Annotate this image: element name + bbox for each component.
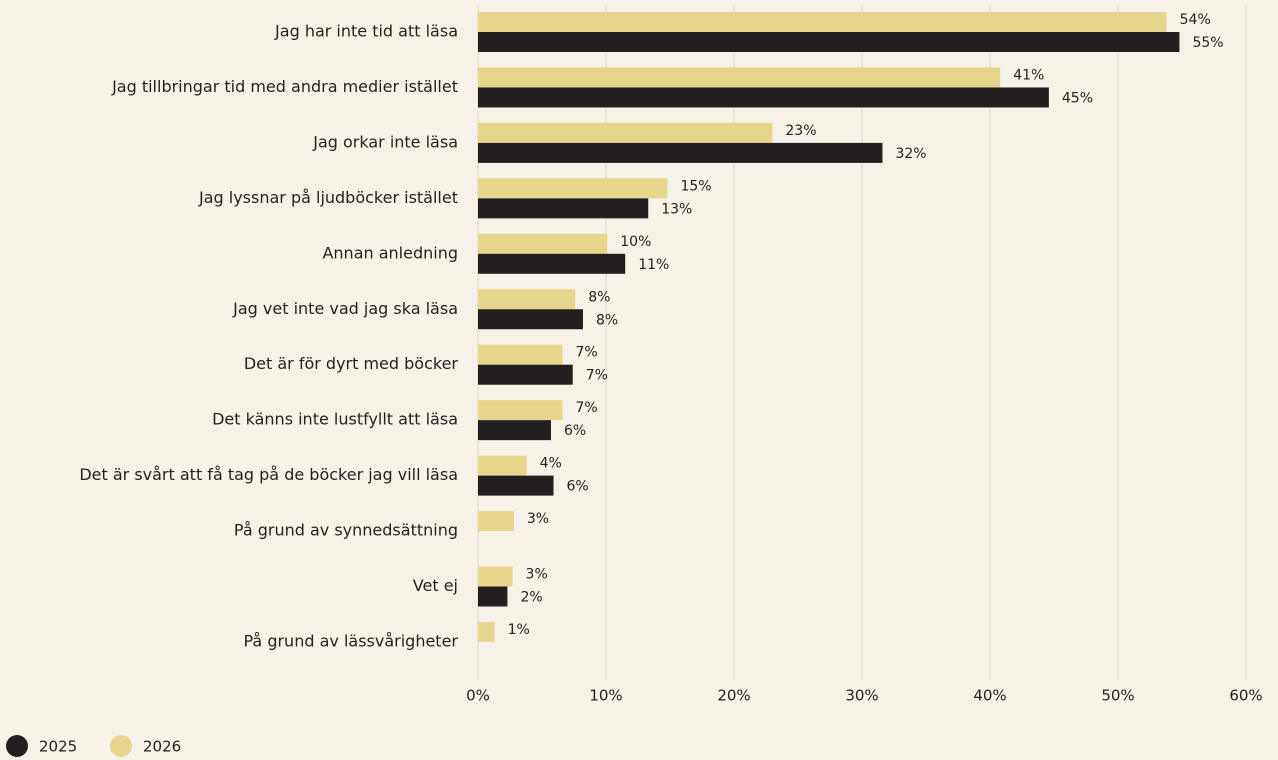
bar — [478, 400, 563, 421]
bar — [478, 455, 527, 476]
value-label: 54% — [1180, 12, 1211, 28]
value-label: 6% — [564, 423, 586, 439]
bar — [478, 364, 573, 385]
value-label: 23% — [785, 123, 816, 139]
bar — [478, 511, 514, 532]
bar — [478, 178, 668, 199]
value-label: 55% — [1192, 35, 1223, 51]
category-label: Annan anledning — [322, 243, 458, 262]
legend-swatch — [6, 735, 28, 757]
category-label: Jag lyssnar på ljudböcker istället — [198, 188, 458, 207]
x-tick-label: 0% — [466, 687, 490, 705]
value-label: 7% — [575, 345, 597, 361]
bar — [478, 289, 576, 310]
bar — [478, 566, 513, 587]
bar — [478, 12, 1167, 32]
bar — [478, 32, 1180, 52]
x-tick-label: 20% — [717, 687, 750, 705]
category-label: Jag har inte tid att läsa — [274, 22, 458, 41]
value-label: 15% — [680, 178, 711, 194]
bar — [478, 621, 495, 642]
bar — [478, 344, 563, 365]
value-label: 11% — [638, 257, 669, 273]
category-label: Det är för dyrt med böcker — [244, 354, 459, 373]
bar — [478, 122, 773, 143]
bar — [478, 142, 883, 163]
value-label: 41% — [1013, 67, 1044, 83]
value-label: 13% — [661, 201, 692, 217]
bar — [478, 420, 551, 441]
x-tick-label: 40% — [973, 687, 1006, 705]
x-tick-label: 60% — [1229, 687, 1262, 705]
x-tick-label: 30% — [845, 687, 878, 705]
value-label: 1% — [508, 622, 530, 638]
value-label: 4% — [540, 456, 562, 472]
bar — [478, 87, 1049, 108]
legend-label: 2025 — [39, 738, 77, 756]
category-label: Jag tillbringar tid med andra medier ist… — [111, 77, 458, 96]
legend-swatch — [110, 735, 132, 757]
category-label: Jag vet inte vad jag ska läsa — [232, 299, 458, 318]
value-label: 8% — [588, 289, 610, 305]
value-label: 2% — [520, 590, 542, 606]
value-label: 3% — [527, 511, 549, 527]
bar — [478, 475, 554, 496]
value-label: 3% — [526, 567, 548, 583]
bar — [478, 198, 649, 219]
x-tick-label: 50% — [1101, 687, 1134, 705]
bar — [478, 586, 508, 607]
value-label: 8% — [596, 312, 618, 328]
category-label: Det är svårt att få tag på de böcker jag… — [79, 465, 458, 484]
x-tick-label: 10% — [589, 687, 622, 705]
category-label: Det känns inte lustfyllt att läsa — [212, 410, 458, 429]
value-label: 45% — [1062, 90, 1093, 106]
category-label: Vet ej — [413, 576, 458, 595]
bar — [478, 67, 1001, 88]
category-label: På grund av lässvårigheter — [244, 631, 459, 650]
legend-label: 2026 — [143, 738, 181, 756]
category-label: På grund av synnedsättning — [234, 521, 458, 540]
value-label: 7% — [586, 368, 608, 384]
category-label: Jag orkar inte läsa — [312, 132, 458, 151]
bar — [478, 309, 583, 330]
value-label: 32% — [895, 146, 926, 162]
bar — [478, 233, 608, 254]
value-label: 10% — [620, 234, 651, 250]
bar — [478, 253, 626, 274]
value-label: 7% — [575, 400, 597, 416]
value-label: 6% — [567, 479, 589, 495]
